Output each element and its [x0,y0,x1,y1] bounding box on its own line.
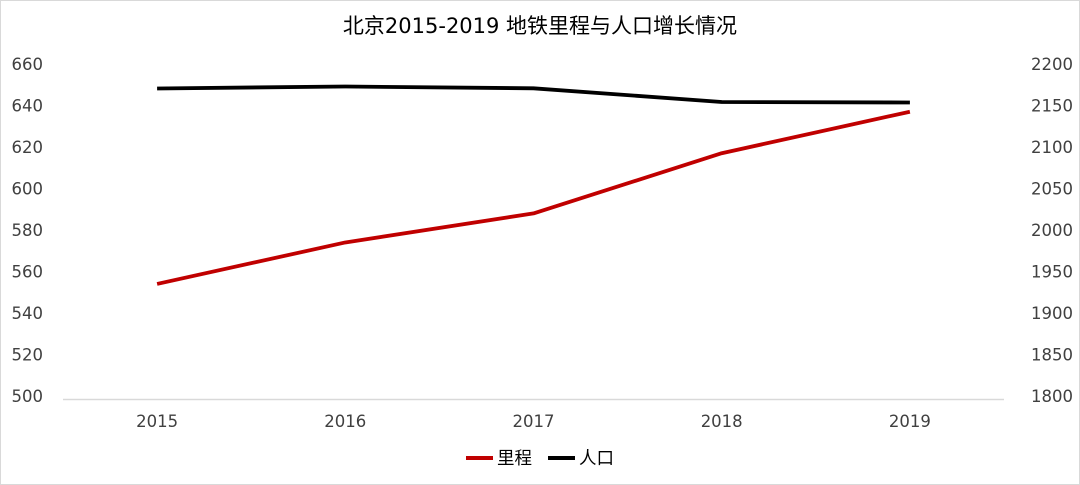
right-axis-tick-label: 2000 [1031,221,1073,240]
mileage-line-swatch-icon [466,455,493,460]
right-axis-tick-label: 1850 [1031,346,1073,365]
legend-item-mileage: 里程 [466,445,532,470]
left-axis-tick-label: 640 [12,97,44,116]
right-axis-tick-label: 1950 [1031,263,1073,282]
left-axis-tick-label: 660 [12,55,44,74]
x-axis-tick-label: 2017 [513,412,555,431]
left-axis-tick-label: 500 [12,387,44,406]
population-line-swatch-icon [548,455,575,460]
x-axis-tick-label: 2018 [701,412,743,431]
right-axis-tick-label: 1800 [1031,387,1073,406]
legend-label-mileage: 里程 [497,449,532,469]
chart-title: 北京2015-2019 地铁里程与人口增长情况 [342,14,738,38]
legend-item-population: 人口 [548,445,614,470]
right-axis-tick-label: 2150 [1031,97,1073,116]
left-axis-tick-label: 520 [12,346,44,365]
x-axis-tick-label: 2019 [889,412,931,431]
legend: 里程 人口 [1,445,1079,470]
right-axis-tick-label: 2200 [1031,55,1073,74]
right-axis-tick-label: 2050 [1031,180,1073,199]
left-axis-tick-label: 540 [12,304,44,323]
x-axis-tick-label: 2015 [136,412,178,431]
left-axis-tick-label: 560 [12,263,44,282]
left-axis-tick-label: 580 [12,221,44,240]
mileage-line [156,109,911,286]
right-axis-tick-label: 1900 [1031,304,1073,323]
legend-label-population: 人口 [579,449,614,469]
population-line [157,84,910,105]
left-axis-tick-label: 600 [12,180,44,199]
left-axis-tick-label: 620 [12,138,44,157]
right-axis-tick-label: 2100 [1031,138,1073,157]
x-axis-tick-label: 2016 [324,412,366,431]
